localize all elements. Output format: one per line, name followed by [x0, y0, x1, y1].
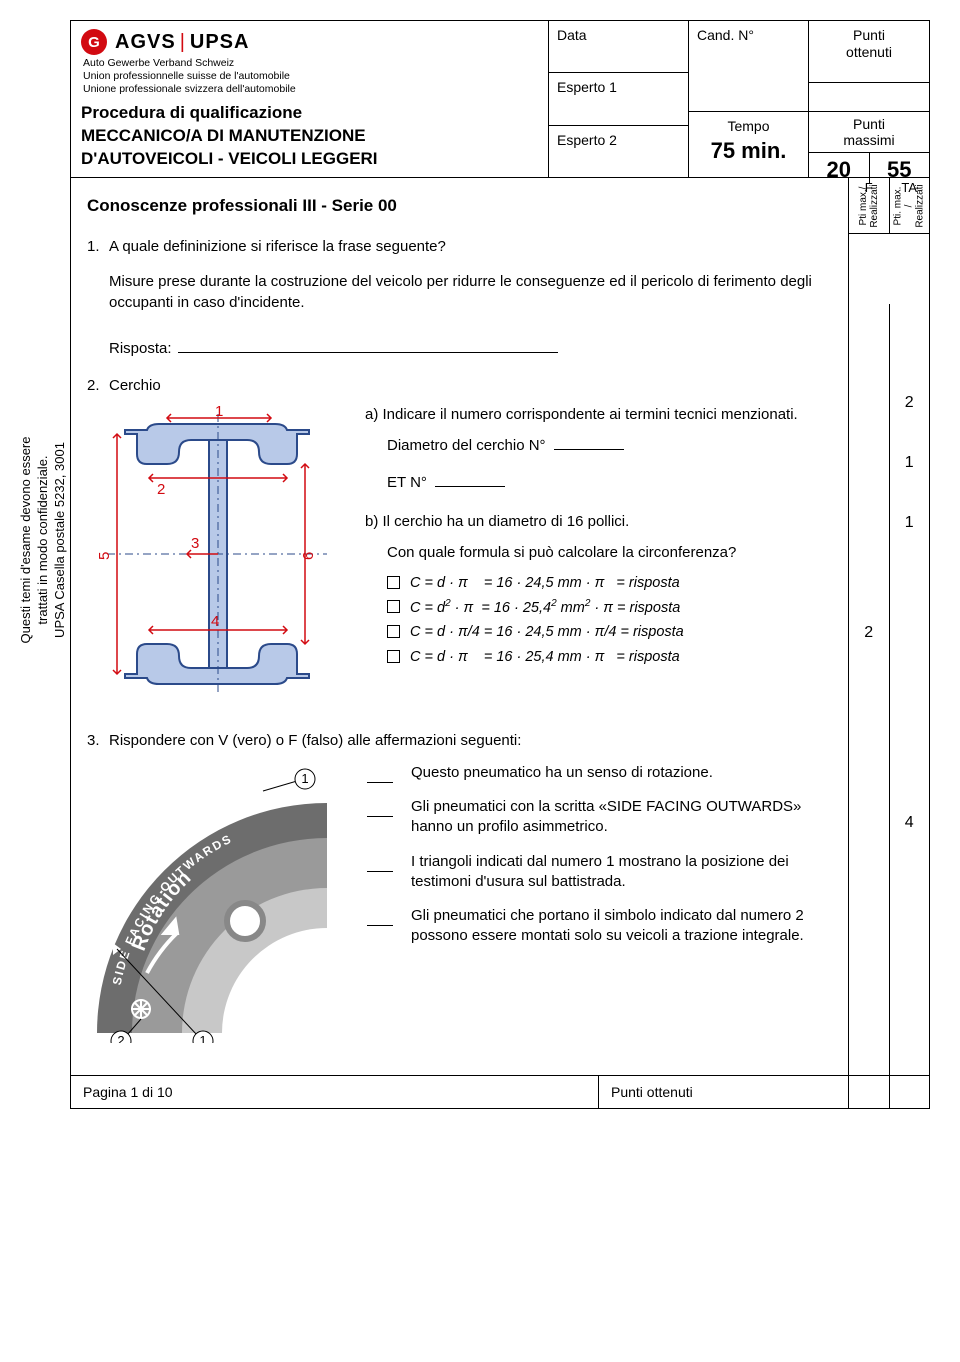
hdr-cand-no: Cand. N°: [689, 21, 808, 112]
checkbox-formula-1[interactable]: [387, 576, 400, 589]
checkbox-formula-2[interactable]: [387, 600, 400, 613]
footer: Pagina 1 di 10 Punti ottenuti: [71, 1075, 929, 1108]
vf-input-1[interactable]: [367, 765, 393, 783]
procedure-title: Procedura di qualificazione MECCANICO/A …: [81, 102, 538, 171]
logo: G AGVS|UPSA: [81, 29, 538, 55]
hdr-empty: [809, 83, 929, 111]
tire-diagram: SIDE FACING OUTWARDS Rotation: [87, 763, 347, 1049]
confidential-note: Questi temi d'esame devono essere tratta…: [18, 400, 69, 680]
vf-input-4[interactable]: [367, 908, 393, 926]
answer-line-q1[interactable]: [178, 337, 558, 353]
hdr-esperto1: Esperto 1: [549, 73, 688, 125]
header: G AGVS|UPSA Auto Gewerbe Verband Schweiz…: [71, 21, 929, 178]
question-3: 3.Rispondere con V (vero) o F (falso) al…: [87, 730, 832, 1049]
hdr-punti-ottenuti: Punti ottenuti: [809, 21, 929, 83]
vf-input-2[interactable]: [367, 799, 393, 817]
hdr-punti-massimi: Punti massimi: [809, 112, 929, 153]
svg-text:1: 1: [199, 1033, 206, 1043]
score-column: FPti max./ Realizzati TAPti. max. / Real…: [849, 178, 929, 1075]
svg-text:4: 4: [211, 613, 219, 630]
checkbox-formula-3[interactable]: [387, 625, 400, 638]
svg-text:5: 5: [96, 552, 113, 560]
org-lines: Auto Gewerbe Verband Schweiz Union profe…: [83, 57, 538, 96]
svg-text:6: 6: [300, 552, 317, 560]
hdr-tempo: Tempo 75 min.: [689, 112, 808, 178]
rim-diagram: 1 2 3 4 5 6: [87, 404, 347, 710]
hdr-esperto2: Esperto 2: [549, 126, 688, 177]
input-diametro[interactable]: [554, 436, 624, 450]
question-2: 2.Cerchio: [87, 375, 832, 710]
svg-text:2: 2: [157, 481, 165, 498]
logo-icon: G: [81, 29, 107, 55]
checkbox-formula-4[interactable]: [387, 650, 400, 663]
svg-text:3: 3: [191, 535, 199, 552]
svg-text:2: 2: [117, 1033, 124, 1043]
footer-punti: Punti ottenuti: [599, 1076, 849, 1108]
svg-text:1: 1: [215, 404, 223, 420]
question-1: 1.A quale defininizione si riferisce la …: [87, 236, 832, 359]
input-et[interactable]: [435, 473, 505, 487]
hdr-data: Data: [549, 21, 688, 73]
section-title: Conoscenze professionali III - Serie 00: [87, 194, 832, 218]
svg-text:1: 1: [301, 771, 308, 786]
page-number: Pagina 1 di 10: [71, 1076, 599, 1108]
vf-input-3[interactable]: [367, 854, 393, 872]
